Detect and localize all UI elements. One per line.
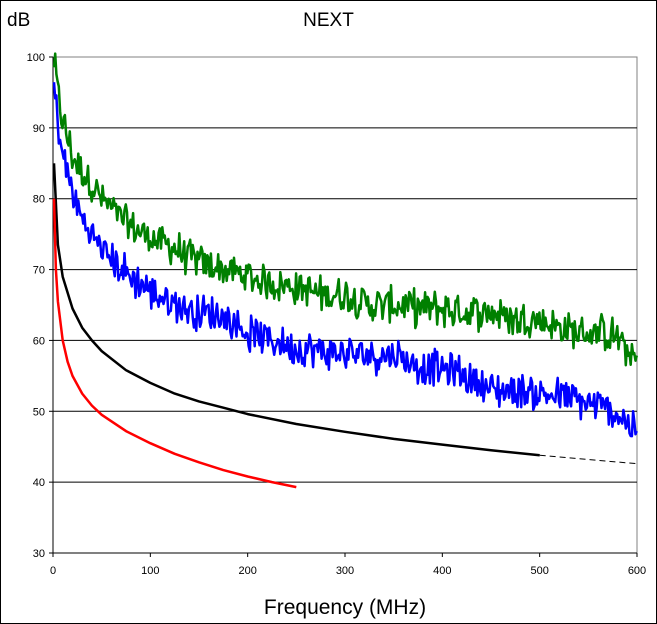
y-unit-label: dB [7, 10, 31, 31]
x-tick-label: 500 [530, 565, 548, 577]
x-tick-label: 400 [433, 565, 451, 577]
y-tick-label: 30 [33, 548, 45, 560]
x-tick-label: 0 [50, 565, 56, 577]
x-tick-label: 100 [141, 565, 159, 577]
y-tick-label: 40 [33, 477, 45, 489]
y-tick-label: 60 [33, 335, 45, 347]
y-tick-label: 50 [33, 406, 45, 418]
x-tick-label: 300 [336, 565, 354, 577]
x-axis-label: Frequency (MHz) [263, 596, 427, 619]
series-line-2 [52, 163, 540, 457]
y-tick-label: 80 [33, 194, 45, 206]
y-tick-label: 90 [33, 123, 45, 135]
series-line-4 [52, 198, 297, 489]
series-line-0 [52, 52, 639, 367]
series-line-3 [539, 454, 638, 465]
y-tick-label: 100 [27, 52, 45, 64]
x-tick-label: 200 [238, 565, 256, 577]
y-tick-label: 70 [33, 265, 45, 277]
chart-title: NEXT [303, 10, 354, 31]
x-tick-label: 600 [628, 565, 646, 577]
series-line-1 [52, 82, 638, 438]
